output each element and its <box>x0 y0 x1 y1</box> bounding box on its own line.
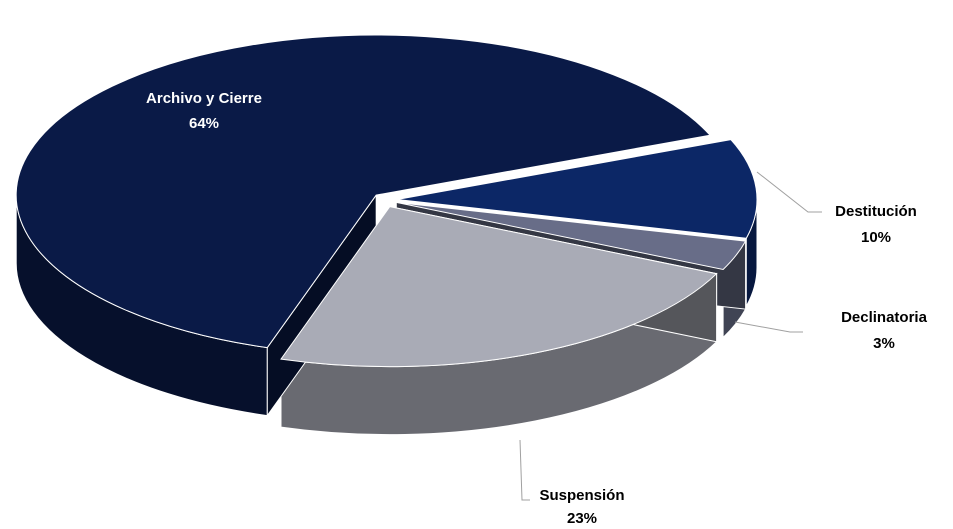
leader-line <box>756 171 822 213</box>
pie <box>15 34 758 436</box>
slice-value-label: 3% <box>873 335 895 352</box>
slice-label: Destitución <box>835 203 917 220</box>
slice <box>396 139 758 239</box>
slice-label: Suspensión <box>539 487 624 504</box>
slice-value-label: 10% <box>861 229 891 246</box>
slice-value-label: 64% <box>189 115 219 132</box>
slice <box>280 206 718 368</box>
slice-label: Archivo y Cierre <box>146 90 262 107</box>
slice-label: Declinatoria <box>841 309 928 326</box>
leader-line <box>734 321 803 333</box>
slice <box>15 34 711 349</box>
slice <box>396 201 747 271</box>
slice-value-label: 23% <box>567 510 597 527</box>
leader-line <box>519 439 530 501</box>
